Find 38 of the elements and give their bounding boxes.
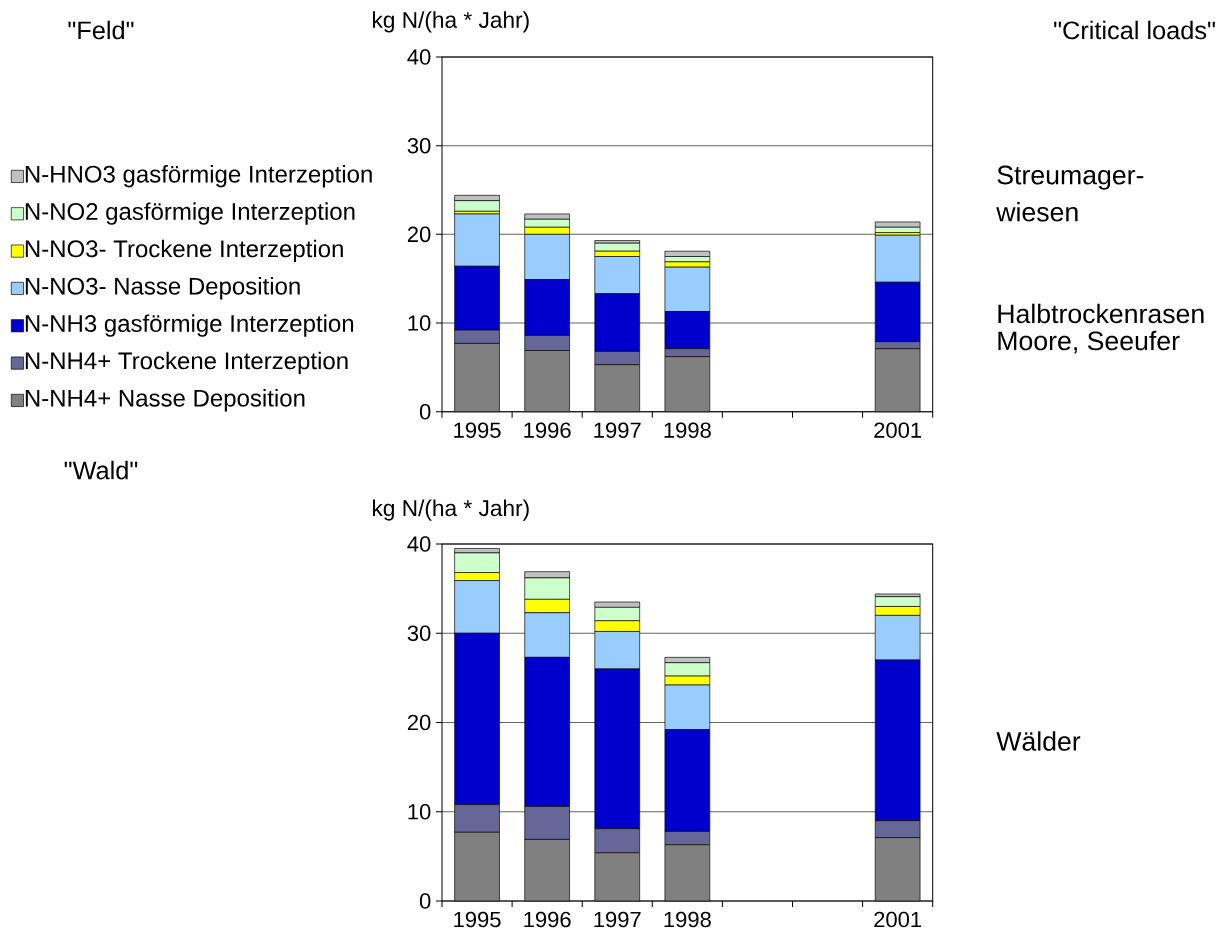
text: "Feld" [68, 20, 134, 40]
x-tick-label: 1998 [664, 911, 711, 928]
text: Streumager-wiesen [996, 165, 1144, 222]
x-tick-label: 1996 [524, 422, 571, 438]
bar [594, 242, 641, 252]
x-tick-label: 2001 [874, 911, 922, 928]
x-tick-label: 1997 [594, 911, 641, 928]
legend-label: N-NH4+ Nasse Deposition [25, 389, 305, 412]
y-axis-title: kg N/(ha * Jahr) [373, 11, 529, 33]
y-tick-label: 40 [407, 49, 431, 65]
text: "Critical loads" [1054, 20, 1215, 40]
y-tick-label: 30 [407, 625, 431, 642]
text: Moore, Seeufer [998, 330, 1180, 354]
y-tick-label: 10 [408, 803, 431, 820]
y-axis-title: kg N/(ha * Jahr) [373, 499, 529, 521]
bar [874, 221, 921, 228]
y-tick-label: 40 [407, 536, 431, 552]
y-tick-label: 20 [407, 714, 431, 731]
x-tick-label: 1996 [524, 911, 571, 928]
legend-label: N-NH4+ Trockene Interzeption [25, 351, 348, 375]
x-tick-label: 1998 [664, 422, 711, 438]
y-tick-label: 0 [419, 403, 431, 420]
x-tick-label: 2001 [874, 422, 922, 438]
legend-label: N-NO2 gasförmige Interzeption [25, 202, 355, 225]
legend-label: N-NO3- Trockene Interzeption [25, 239, 343, 263]
y-tick-label: 0 [419, 893, 431, 909]
legend-label: N-NO3- Nasse Deposition [25, 277, 300, 300]
y-tick-label: 20 [407, 226, 431, 243]
x-tick-label: 1995 [454, 422, 501, 438]
text: Halbtrockenrasen [998, 303, 1204, 324]
legend-label: N-HNO3 gasförmige Interzeption [25, 165, 372, 188]
text: Wälder [996, 731, 1081, 751]
y-tick-label: 30 [407, 137, 431, 154]
x-tick-label: 1997 [594, 422, 641, 438]
x-tick-label: 1995 [454, 911, 501, 928]
legend-label: N-NH3 gasförmige Interzeption [25, 314, 354, 337]
text: "Wald" [64, 460, 138, 480]
y-tick-label: 10 [408, 315, 431, 331]
